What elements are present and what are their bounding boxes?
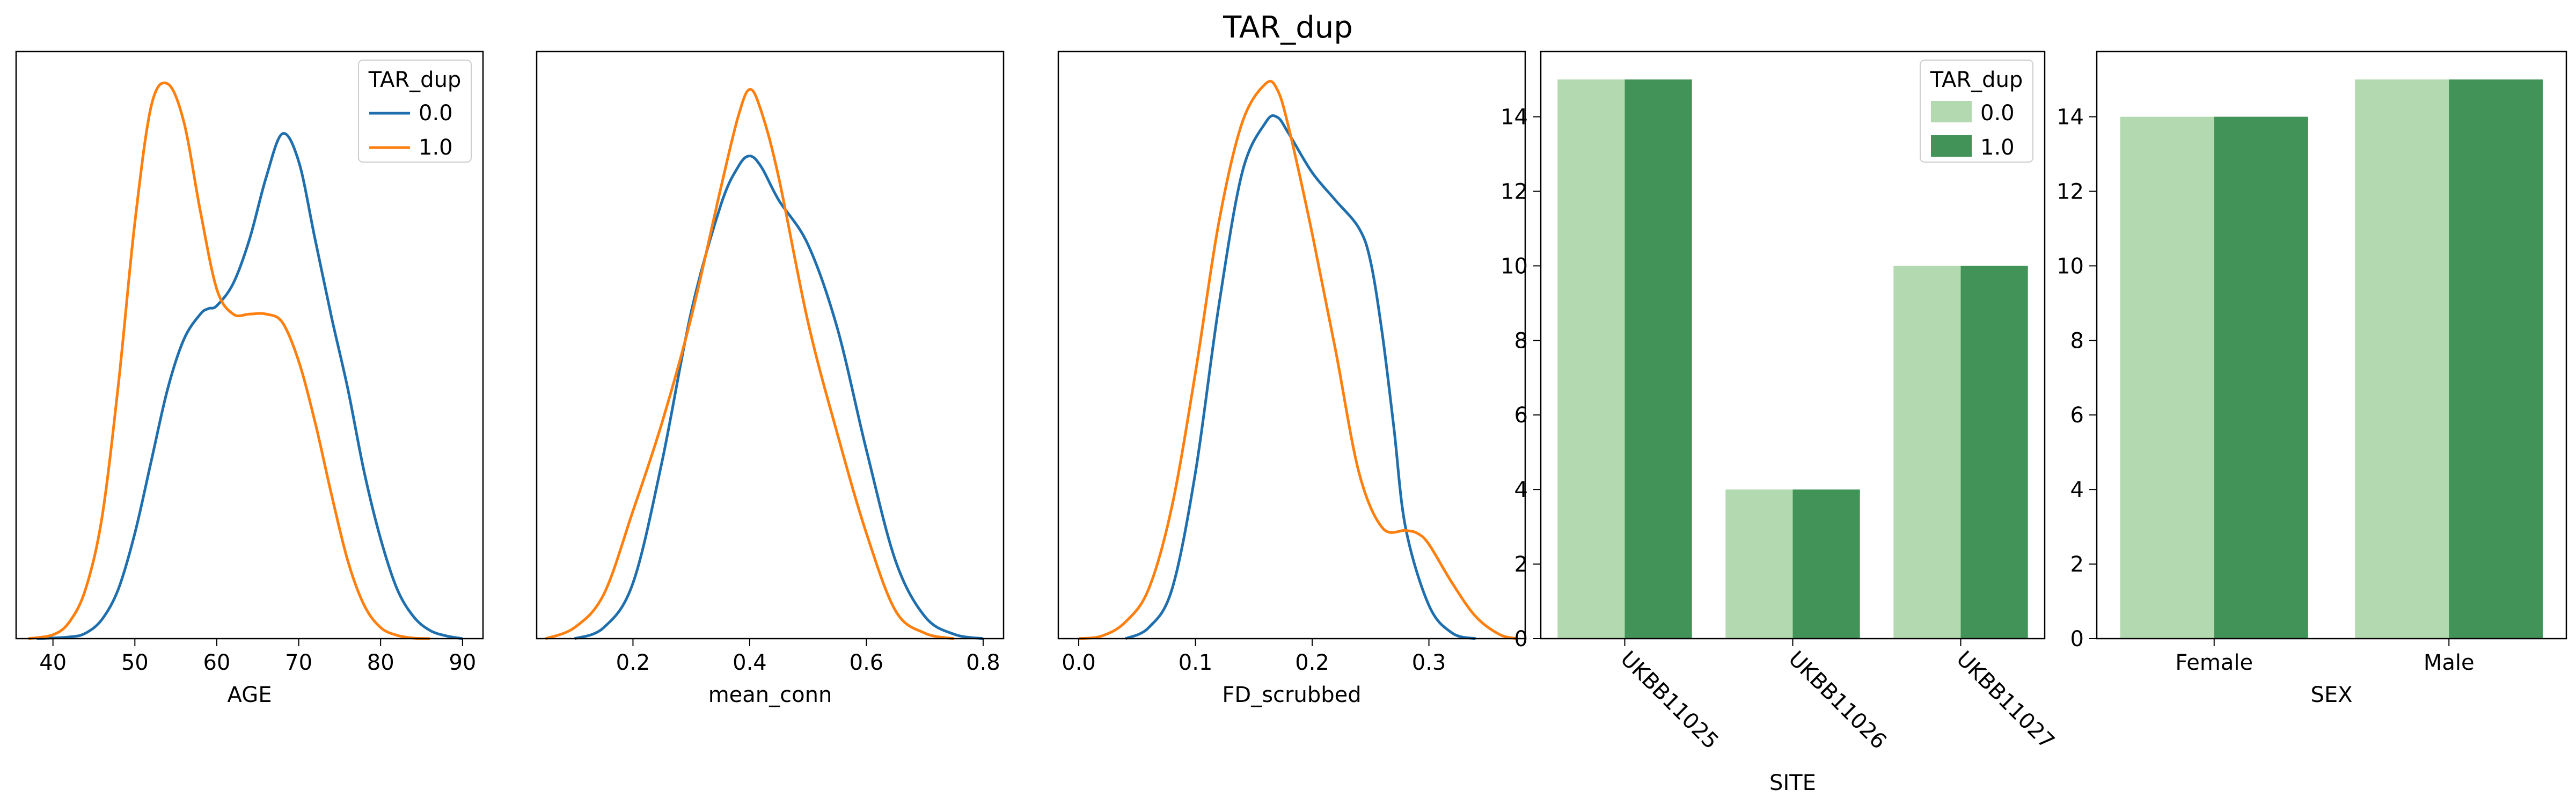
- y-tick-label: 4: [1514, 478, 1528, 502]
- x-tick-label: Female: [2175, 650, 2253, 675]
- x-axis-label: mean_conn: [708, 683, 832, 707]
- x-tick-label: 0.0: [1062, 650, 1096, 675]
- x-axis-label: SITE: [1769, 771, 1816, 795]
- bar-UKBB11026-1.0: [1792, 489, 1860, 639]
- bar-UKBB11026-0.0: [1725, 489, 1793, 639]
- kde-line-0.0: [574, 155, 984, 640]
- x-axis-label: FD_scrubbed: [1222, 683, 1361, 707]
- y-tick-label: 6: [2070, 403, 2084, 428]
- y-tick-label: 2: [2070, 552, 2084, 577]
- legend-label-1.0: 1.0: [419, 135, 453, 160]
- bar-Male-0.0: [2355, 79, 2449, 639]
- panel-5: Female Male 0 2 4 6 8 10 12 14 SEX: [2057, 50, 2567, 707]
- y-tick-label: 2: [1514, 552, 1528, 577]
- x-tick-label: UKBB11026: [1783, 647, 1891, 755]
- y-tick-label: 14: [2057, 105, 2084, 130]
- legend-label-0.0: 0.0: [1980, 101, 2015, 126]
- bar-UKBB11027-1.0: [1960, 266, 2028, 639]
- legend-swatch-0.0: [1931, 101, 1972, 122]
- x-tick-label: 0.2: [616, 650, 650, 675]
- legend-title: TAR_dup: [1930, 68, 2023, 92]
- bar-UKBB11027-0.0: [1893, 266, 1961, 639]
- legend-label-1.0: 1.0: [1980, 135, 2015, 160]
- y-tick-label: 10: [1501, 254, 1528, 279]
- y-tick-label: 12: [2057, 179, 2084, 204]
- plot-area: [537, 52, 1004, 639]
- x-tick-label: 0.8: [966, 650, 1000, 675]
- x-tick-label: 0.1: [1179, 650, 1213, 675]
- x-tick-label: 40: [39, 650, 67, 675]
- axes-frame: [15, 50, 484, 640]
- legend-label-0.0: 0.0: [419, 101, 453, 126]
- x-axis-label: SEX: [2310, 683, 2352, 707]
- kde-line-1.0: [1078, 79, 1517, 640]
- panel-1: 40 50 60 70 80 90 AGE TAR_dup 0.0 1.0: [15, 50, 484, 707]
- kde-line-1.0: [28, 81, 430, 640]
- axes-frame: [536, 50, 1005, 640]
- x-tick-label: 70: [285, 650, 312, 675]
- panel-2: 0.2 0.4 0.6 0.8 mean_conn: [536, 50, 1005, 707]
- x-tick-label: 0.6: [850, 650, 884, 675]
- figure-title: TAR_dup: [1223, 10, 1353, 45]
- y-tick-label: 0: [2070, 627, 2084, 652]
- x-tick-label: 50: [121, 650, 149, 675]
- y-tick-label: 14: [1501, 105, 1528, 130]
- kde-line-0.0: [1125, 114, 1476, 640]
- legend-box: [358, 60, 472, 163]
- y-tick-label: 12: [1501, 179, 1528, 204]
- x-tick-label: 60: [203, 650, 230, 675]
- y-tick-label: 10: [2057, 254, 2084, 279]
- x-tick-label: Male: [2424, 650, 2475, 675]
- plot-area: [1058, 52, 1525, 639]
- bar-Female-0.0: [2120, 116, 2214, 639]
- x-tick-label: 90: [449, 650, 476, 675]
- x-tick-label: UKBB11027: [1951, 647, 2059, 755]
- y-tick-label: 4: [2070, 478, 2084, 502]
- legend-swatch-1.0: [1931, 135, 1972, 157]
- kde-line-1.0: [545, 87, 955, 640]
- x-tick-label: 0.3: [1412, 650, 1446, 675]
- legend-title: TAR_dup: [368, 68, 462, 92]
- x-axis-label: AGE: [228, 683, 272, 707]
- bar-UKBB11025-0.0: [1557, 79, 1625, 639]
- bar-UKBB11025-1.0: [1624, 79, 1692, 639]
- axes-frame: [1540, 50, 2046, 640]
- bar-Female-1.0: [2214, 116, 2308, 639]
- x-tick-label: 0.4: [733, 650, 767, 675]
- x-tick-label: 0.2: [1295, 650, 1329, 675]
- panel-3: 0.0 0.1 0.2 0.3 FD_scrubbed: [1057, 50, 1526, 707]
- y-tick-label: 8: [2070, 328, 2084, 353]
- axes-frame: [1057, 50, 1526, 640]
- y-tick-label: 6: [1514, 403, 1528, 428]
- x-tick-label: UKBB11025: [1615, 647, 1723, 755]
- panel-4: UKBB11025 UKBB11026 UKBB11027 0 2 4 6 8 10 12 14 SI…: [1501, 50, 2059, 795]
- bar-Male-1.0: [2449, 79, 2543, 639]
- y-tick-label: 8: [1514, 328, 1528, 353]
- x-tick-label: 80: [367, 650, 394, 675]
- kde-line-0.0: [36, 132, 463, 640]
- axes-frame: [2096, 50, 2567, 640]
- y-tick-label: 0: [1514, 627, 1528, 652]
